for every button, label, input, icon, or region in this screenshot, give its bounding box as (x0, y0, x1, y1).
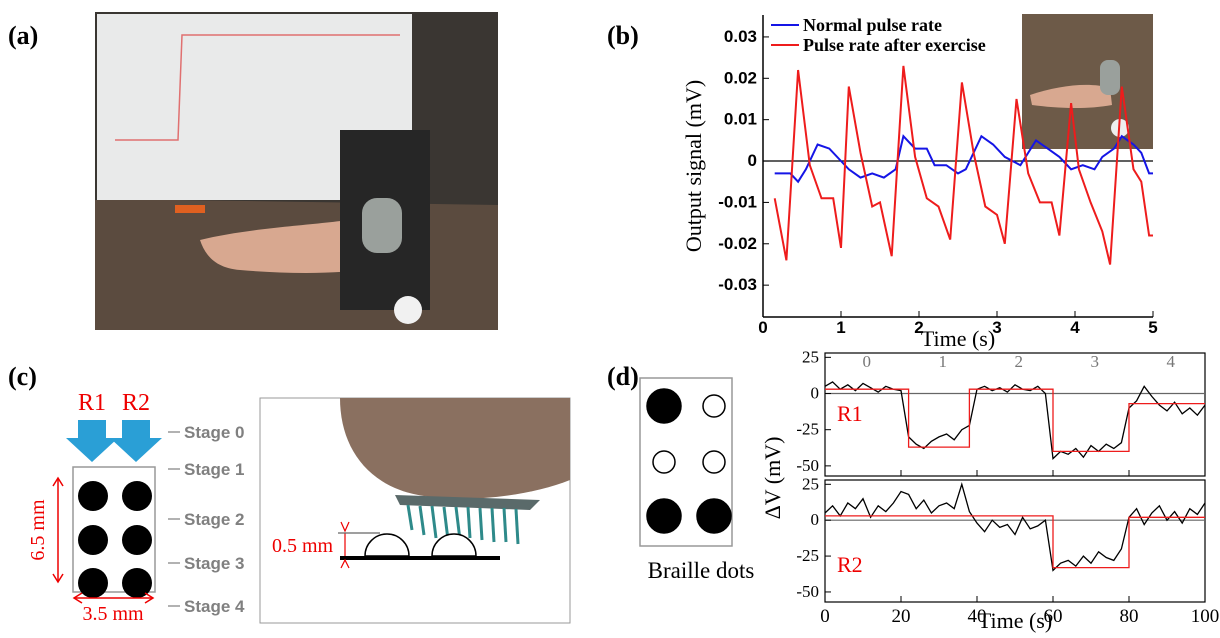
stage-label: Stage 3 (184, 554, 244, 573)
series-tag: R2 (837, 552, 863, 577)
x-tick-label: 3 (992, 318, 1001, 337)
y-tick-label: 0.02 (724, 68, 757, 87)
x-axis-label: Time (s) (978, 608, 1052, 633)
dimension: 6.5 mm (27, 499, 49, 561)
photo (95, 12, 498, 330)
series-tag: R1 (837, 401, 863, 426)
legend-label: Normal pulse rate (803, 15, 942, 35)
y-tick-label: 0.01 (724, 110, 757, 129)
y-tick-label: 0.03 (724, 27, 757, 46)
stage-label: Stage 2 (184, 510, 244, 529)
stage-number: 2 (1015, 352, 1024, 371)
x-tick-label: 1 (836, 318, 845, 337)
plot-frame (824, 479, 1206, 603)
y-tick-label: -0.03 (718, 275, 757, 294)
stage-label: Stage 4 (184, 597, 245, 616)
y-tick-label: 0 (811, 384, 820, 403)
braille-label: Braille dots (648, 558, 755, 583)
arrow-label: R2 (122, 390, 150, 416)
series-line (774, 134, 1153, 184)
x-tick-label: 5 (1148, 318, 1157, 337)
series-line (824, 482, 1206, 572)
stage-label: Stage 0 (184, 423, 244, 442)
x-tick-label: 0 (820, 606, 830, 627)
panel-label: (a) (8, 21, 38, 50)
y-tick-label: -25 (796, 420, 819, 439)
y-tick-label: 25 (802, 474, 819, 493)
legend-label: Pulse rate after exercise (803, 35, 986, 55)
y-axis-label: ΔV (mV) (760, 437, 785, 520)
braille-dot (702, 394, 726, 418)
x-tick-label: 80 (1120, 606, 1139, 627)
panel-label: (d) (607, 362, 639, 391)
arrow-label: R1 (78, 390, 106, 416)
panel-label: (c) (8, 362, 37, 391)
stage-number: 1 (939, 352, 948, 371)
x-axis-label: Time (s) (921, 326, 995, 351)
braille-dot (702, 450, 726, 474)
braille-dot (646, 498, 682, 534)
braille-dot (696, 498, 732, 534)
y-tick-label: 0 (811, 510, 820, 529)
series-line (824, 381, 1206, 460)
braille-dot (652, 450, 676, 474)
x-tick-label: 0 (758, 318, 767, 337)
x-tick-label: 2 (914, 318, 923, 337)
stage-number: 3 (1091, 352, 1100, 371)
x-tick-label: 40 (968, 606, 987, 627)
dimension: 3.5 mm (82, 603, 144, 625)
x-tick-label: 4 (1070, 318, 1080, 337)
braille-dots-d (639, 377, 733, 547)
y-tick-label: -0.02 (718, 234, 757, 253)
braille-dot (646, 388, 682, 424)
series-line (773, 65, 1153, 265)
series-line (825, 388, 1205, 453)
panel-label: (b) (607, 21, 639, 50)
x-tick-label: 60 (1044, 606, 1063, 627)
y-tick-label: -25 (796, 546, 819, 565)
y-tick-label: 25 (802, 347, 819, 366)
y-tick-label: 0 (748, 151, 757, 170)
y-axis-label: Output signal (mV) (681, 80, 706, 252)
dimension: 0.5 mm (272, 535, 334, 557)
plot-frame (824, 352, 1206, 477)
x-tick-label: 100 (1191, 606, 1220, 627)
stage-number: 0 (863, 352, 872, 371)
y-tick-label: -50 (796, 456, 819, 475)
y-tick-label: -0.01 (718, 192, 757, 211)
series-line (825, 515, 1205, 569)
x-tick-label: 20 (892, 606, 911, 627)
stage-label: Stage 1 (184, 460, 244, 479)
stage-number: 4 (1167, 352, 1176, 371)
braille-diagram (52, 397, 571, 624)
y-tick-label: -50 (796, 582, 819, 601)
inset-photo (1022, 14, 1153, 149)
